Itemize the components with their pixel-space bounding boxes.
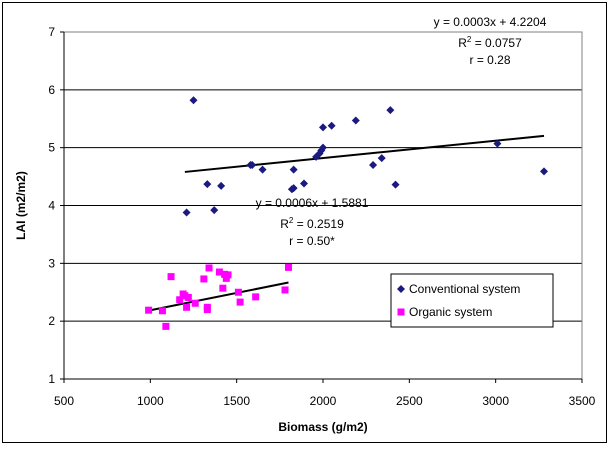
data-point-conventional xyxy=(217,181,226,190)
data-point-organic xyxy=(234,288,242,296)
data-point-organic xyxy=(167,273,175,281)
trendline-conventional xyxy=(184,134,545,173)
data-point-organic xyxy=(203,306,211,314)
data-point-organic xyxy=(215,268,223,276)
data-point-conventional xyxy=(289,184,298,193)
x-tick-label: 1000 xyxy=(137,394,164,408)
trendlines xyxy=(150,134,545,312)
data-point-organic xyxy=(145,306,153,314)
data-point-organic xyxy=(236,298,244,306)
data-point-conventional xyxy=(300,179,309,188)
x-tick-label: 500 xyxy=(54,394,74,408)
legend: Conventional system Organic system xyxy=(390,273,554,328)
y-axis-ticks: 1 2 3 4 5 6 7 xyxy=(48,25,65,386)
data-point-organic xyxy=(200,275,208,283)
y-axis-title: LAI (m2/m2) xyxy=(14,171,28,240)
data-point-conventional xyxy=(386,106,395,115)
x-axis-title: Biomass (g/m2) xyxy=(278,420,367,434)
x-tick-label: 3500 xyxy=(569,394,596,408)
regression-annotations: y = 0.0003x + 4.2204 R2 = 0.0757 r = 0.28 y… xyxy=(256,15,547,248)
x-tick-label: 1500 xyxy=(223,394,250,408)
legend-marker-conventional xyxy=(397,285,405,293)
data-point-conventional xyxy=(258,165,267,174)
r-value-label: r = 0.50* xyxy=(289,234,335,248)
data-point-organic xyxy=(183,303,191,311)
x-axis-ticks: 500 1000 1500 2000 2500 3000 3500 xyxy=(54,378,596,408)
legend-marker-organic xyxy=(397,308,405,316)
data-point-conventional xyxy=(327,121,336,130)
data-point-organic xyxy=(158,307,166,315)
legend-label: Conventional system xyxy=(409,282,520,296)
data-point-conventional xyxy=(203,180,212,189)
data-point-organic xyxy=(284,263,292,271)
data-point-conventional xyxy=(540,167,549,176)
data-point-conventional xyxy=(377,154,386,163)
data-point-organic xyxy=(224,271,232,279)
data-point-conventional xyxy=(319,123,327,132)
regression-equation: y = 0.0003x + 4.2204 xyxy=(434,15,547,29)
data-point-conventional xyxy=(182,208,191,217)
data-point-conventional xyxy=(369,161,378,170)
data-points xyxy=(145,96,549,330)
data-point-conventional xyxy=(319,143,327,152)
data-point-organic xyxy=(162,322,170,330)
data-point-organic xyxy=(252,293,260,301)
r-value-label: r = 0.28 xyxy=(469,53,510,67)
data-point-organic xyxy=(184,293,192,301)
data-point-conventional xyxy=(248,161,257,170)
r-squared-label: R2 = 0.0757 xyxy=(458,35,522,50)
y-tick-label: 5 xyxy=(48,141,55,155)
data-point-conventional xyxy=(391,180,400,189)
data-point-conventional xyxy=(351,116,360,125)
r-squared-label: R2 = 0.2519 xyxy=(280,216,344,231)
data-point-organic xyxy=(205,264,213,272)
y-tick-label: 2 xyxy=(48,314,55,328)
data-point-conventional xyxy=(493,139,502,148)
data-point-conventional xyxy=(210,206,219,215)
chart-frame: 500 1000 1500 2000 2500 3000 3500 1 2 3 4 5 6 7 Biom… xyxy=(2,2,607,443)
y-tick-label: 7 xyxy=(48,25,55,39)
data-point-organic xyxy=(219,284,227,292)
data-point-conventional xyxy=(289,165,298,174)
x-tick-label: 3000 xyxy=(482,394,509,408)
y-tick-label: 4 xyxy=(48,199,55,213)
data-point-conventional xyxy=(189,96,198,105)
legend-label: Organic system xyxy=(409,305,492,319)
data-point-organic xyxy=(176,296,184,304)
regression-equation: y = 0.0006x + 1.5881 xyxy=(256,196,369,210)
trendline-organic xyxy=(150,281,289,312)
y-tick-label: 6 xyxy=(48,83,55,97)
x-tick-label: 2000 xyxy=(310,394,337,408)
legend-box xyxy=(390,273,554,328)
x-tick-label: 2500 xyxy=(396,394,423,408)
y-tick-label: 1 xyxy=(48,372,55,386)
data-point-organic xyxy=(281,286,289,294)
scatter-chart: 500 1000 1500 2000 2500 3000 3500 1 2 3 4 5 6 7 Biom… xyxy=(14,15,596,434)
data-point-organic xyxy=(191,299,199,307)
y-tick-label: 3 xyxy=(48,256,55,270)
